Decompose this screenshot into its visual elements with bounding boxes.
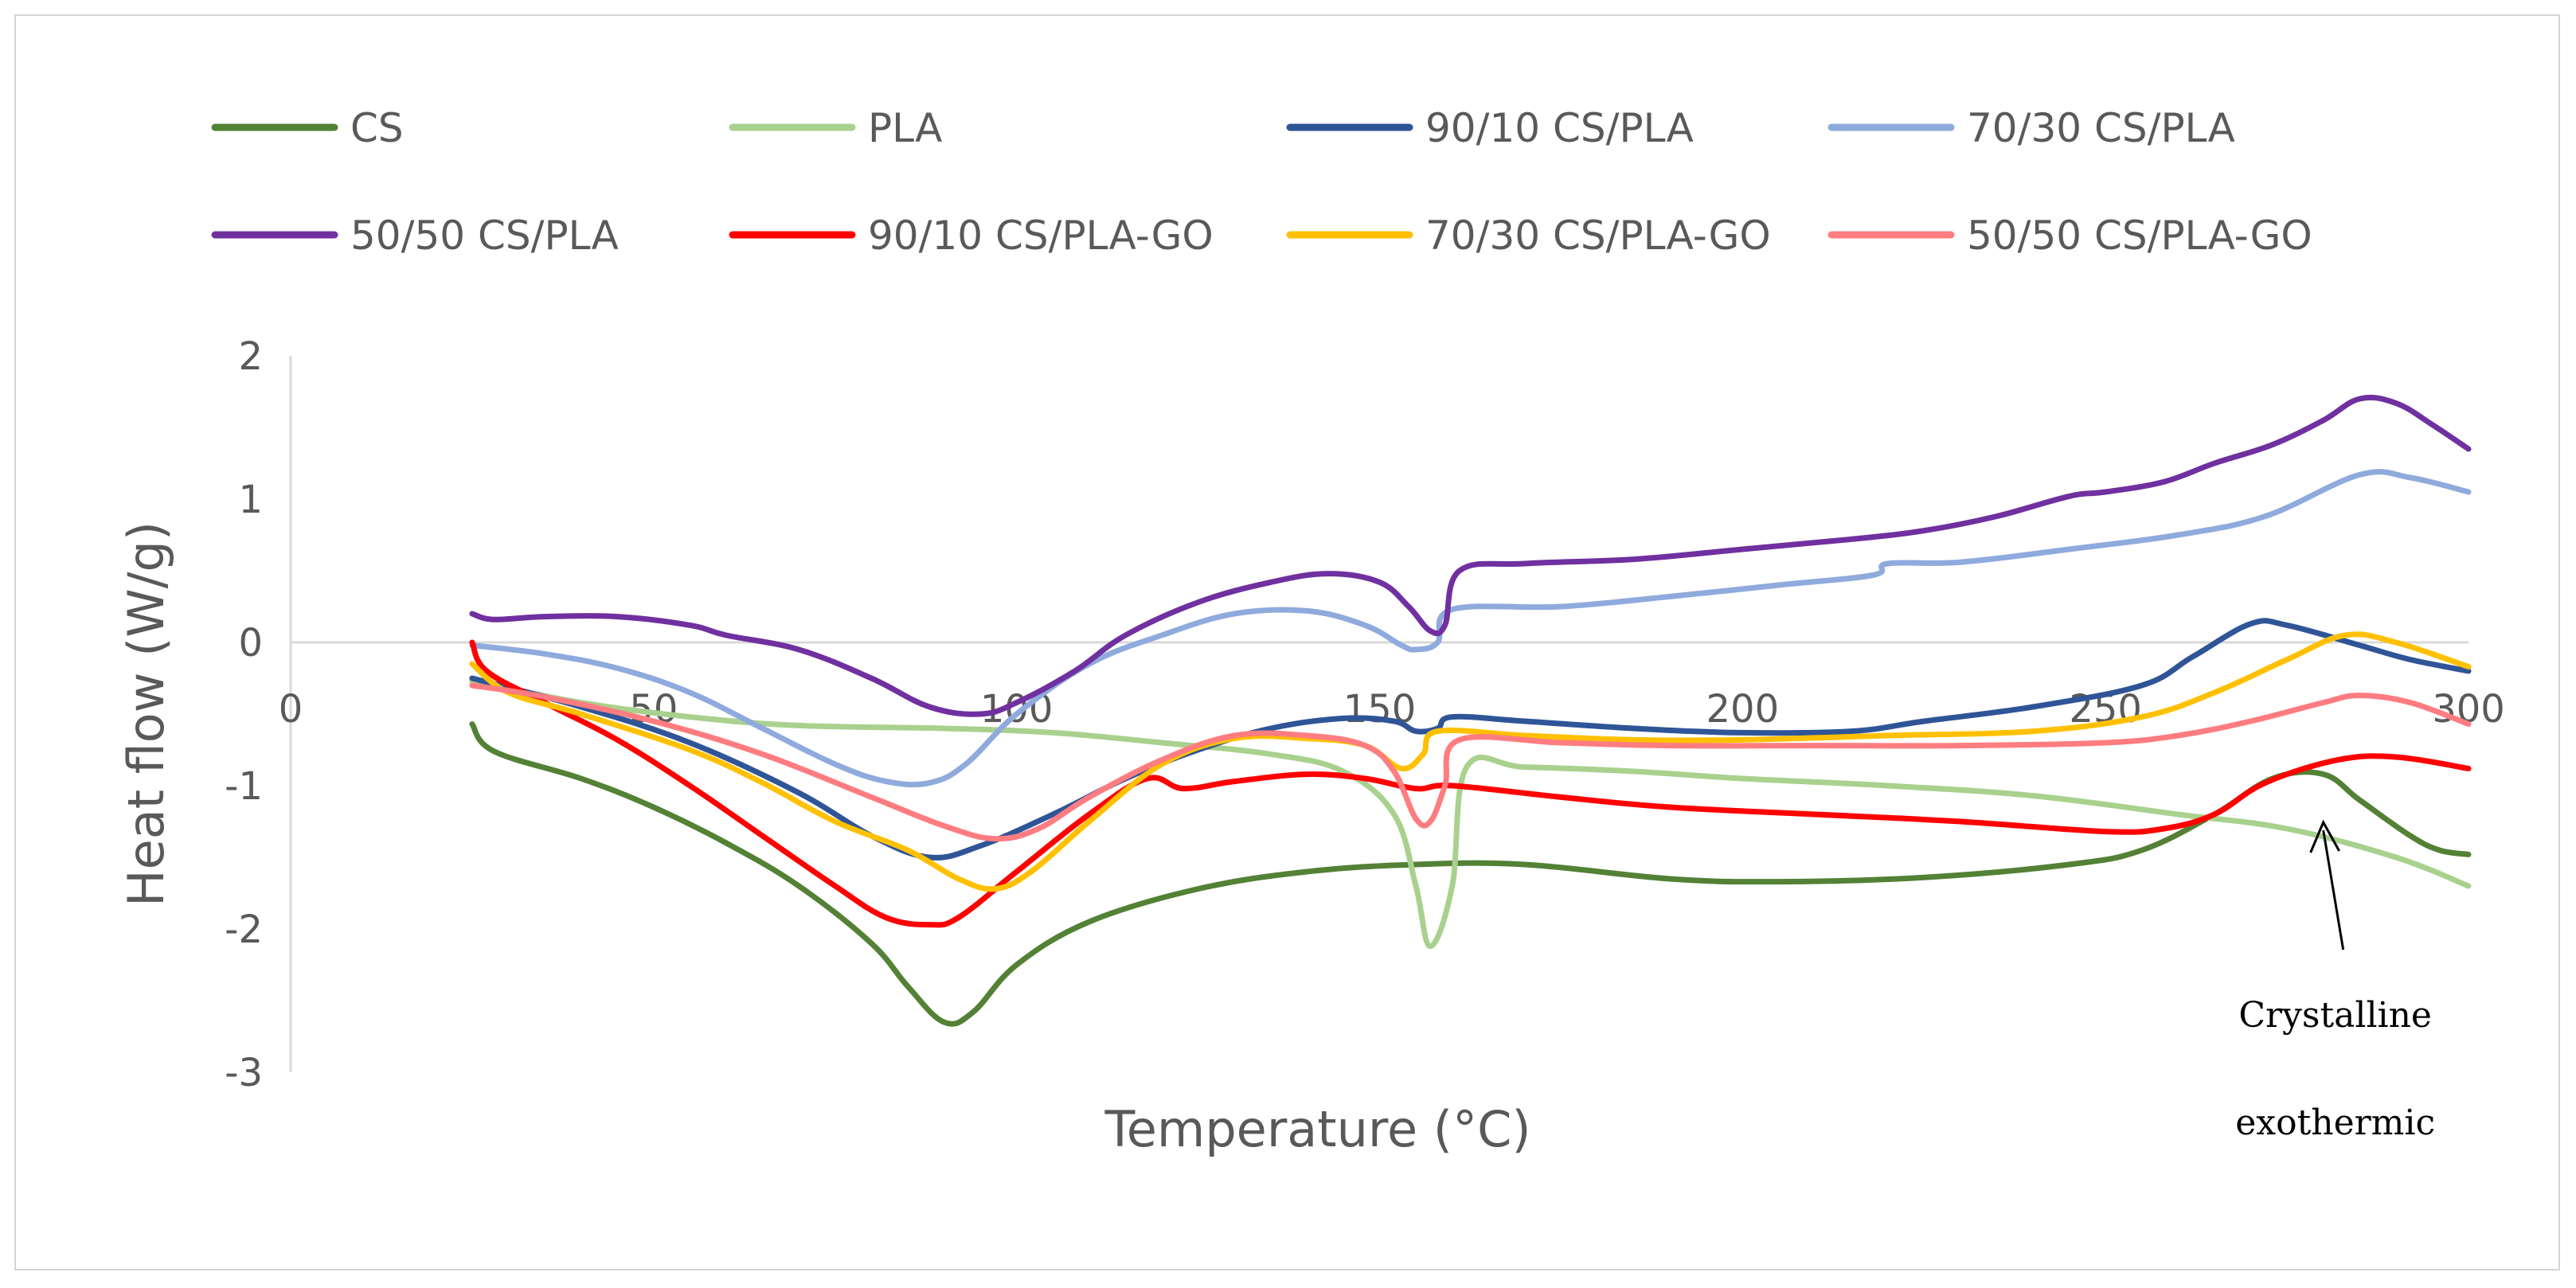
y-tick-label: -1 [225, 764, 263, 809]
series-line-50-50-cs-pla [469, 394, 2472, 717]
series-layer [469, 394, 2472, 1027]
annotation: Crystalline exothermic [2235, 819, 2435, 1143]
series-line-70-30-cs-pla [469, 469, 2472, 788]
legend-item-pla[interactable]: PLA [729, 105, 942, 151]
annotation-arrowhead [2309, 819, 2340, 853]
series-line-cs [469, 721, 2472, 1027]
series-line-90-10-cs-pla-go [469, 639, 2472, 928]
legend-label: CS [350, 105, 404, 151]
legend-label: 90/10 CS/PLA-GO [868, 213, 1214, 259]
annotation-line: Crystalline [2238, 995, 2432, 1036]
legend-item-70-30-cs-pla-go[interactable]: 70/30 CS/PLA-GO [1286, 213, 1771, 259]
y-tick-label: 0 [238, 621, 263, 665]
annotation-arrow [2322, 829, 2345, 950]
y-tick-label: -3 [225, 1051, 263, 1095]
legend-label: 50/50 CS/PLA [350, 213, 619, 259]
legend-label: 90/10 CS/PLA [1425, 105, 1694, 151]
legend-item-70-30-cs-pla[interactable]: 70/30 CS/PLA [1827, 105, 2235, 151]
legend-label: 70/30 CS/PLA-GO [1425, 213, 1771, 259]
legend-item-90-10-cs-pla-go[interactable]: 90/10 CS/PLA-GO [729, 213, 1214, 259]
series-line-50-50-cs-pla-go [469, 682, 2472, 842]
legend-label: 50/50 CS/PLA-GO [1967, 213, 2312, 259]
y-tick-label: 2 [238, 334, 263, 379]
x-tick-label: 0 [279, 687, 303, 732]
y-axis-title: Heat flow (W/g) [117, 521, 175, 907]
annotation-line: exothermic [2235, 1103, 2435, 1143]
legend-label: 70/30 CS/PLA [1967, 105, 2235, 151]
legend-item-cs[interactable]: CS [211, 105, 404, 151]
series-line-pla [469, 678, 2472, 950]
legend-item-50-50-cs-pla-go[interactable]: 50/50 CS/PLA-GO [1827, 213, 2312, 259]
legend-item-50-50-cs-pla[interactable]: 50/50 CS/PLA [211, 213, 619, 259]
legend: CS PLA 90/10 CS/PLA 70/30 CS/PLA 50/50 CS/PL… [211, 105, 2312, 259]
legend-label: PLA [868, 105, 942, 151]
x-tick-label: 200 [1706, 687, 1780, 732]
y-tick-label: -2 [225, 907, 263, 952]
legend-item-90-10-cs-pla[interactable]: 90/10 CS/PLA [1286, 105, 1694, 151]
x-axis-title: Temperature (°C) [1104, 1100, 1530, 1158]
y-tick-label: 1 [238, 478, 263, 522]
